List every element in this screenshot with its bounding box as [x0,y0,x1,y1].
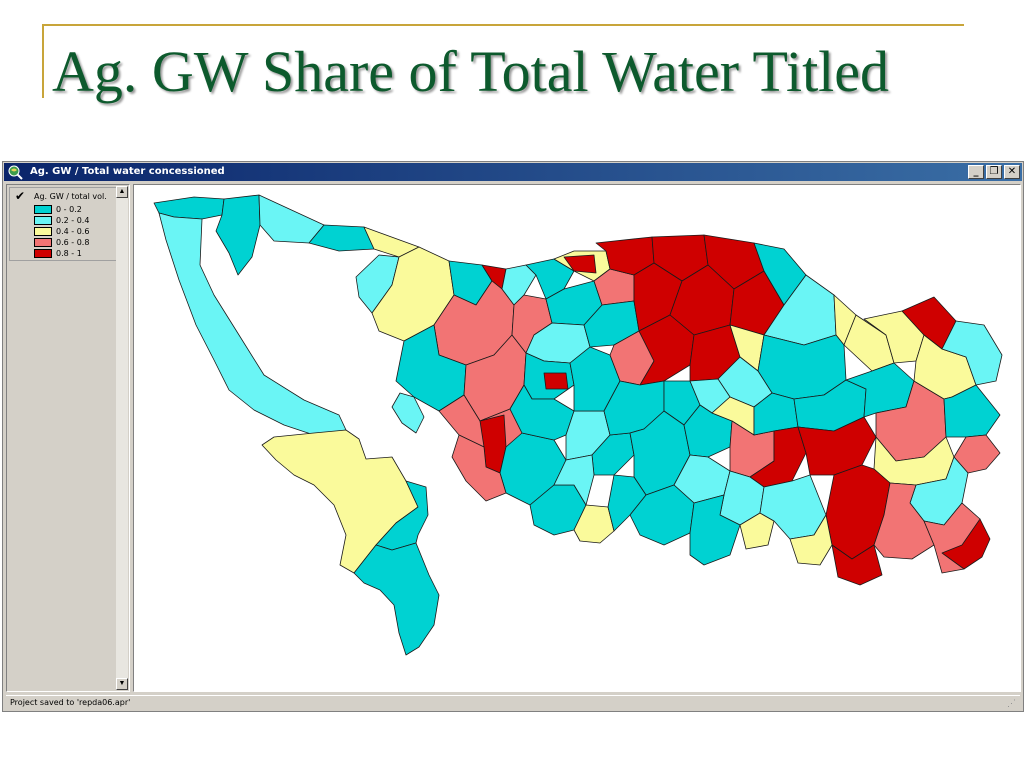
region [941,518,991,570]
legend-class-label: 0.2 - 0.4 [56,216,90,225]
region [391,392,425,434]
legend-swatch [34,238,52,247]
region [638,314,695,386]
choropleth-map [153,194,1003,656]
legend-class-label: 0.8 - 1 [56,249,82,258]
region [543,372,569,390]
legend-class-label: 0.6 - 0.8 [56,238,90,247]
legend-swatch [34,227,52,236]
legend-class-label: 0 - 0.2 [56,205,82,214]
region [629,484,695,546]
map-view[interactable] [133,184,1021,692]
globe-magnifier-icon [8,165,23,180]
legend-class-label: 0.4 - 0.6 [56,227,90,236]
scroll-down-arrow-icon[interactable]: ▼ [116,678,128,690]
status-message: Project saved to 'repda06.apr' [10,698,131,707]
region [789,514,833,566]
status-bar: Project saved to 'repda06.apr' ⋰ [6,695,1020,711]
region [873,482,935,560]
legend-swatch [34,249,52,258]
region [739,512,775,550]
legend-swatch [34,216,52,225]
minimize-button[interactable]: _ [968,165,984,179]
restore-button[interactable]: ❐ [986,165,1002,179]
title-rule-horizontal [42,24,964,26]
region [553,454,595,506]
map-window: Ag. GW / Total water concessioned _ ❐ ✕ … [2,161,1024,712]
title-rule-vertical [42,24,44,98]
region [258,194,325,244]
region [353,542,440,656]
window-title: Ag. GW / Total water concessioned [30,166,225,177]
legend-layer-name: Ag. GW / total vol. [34,192,107,201]
scroll-up-arrow-icon[interactable]: ▲ [116,186,128,198]
slide-title: Ag. GW Share of Total Water Titled [52,39,890,104]
region [941,320,1003,386]
resize-grip-icon[interactable]: ⋰ [1007,698,1016,708]
region [451,434,507,502]
legend-panel: ✔ Ag. GW / total vol. 0 - 0.2 0.2 - 0.4 … [6,184,130,692]
legend-layer-entry[interactable]: ✔ Ag. GW / total vol. 0 - 0.2 0.2 - 0.4 … [9,187,117,261]
region [215,194,261,276]
window-titlebar[interactable]: Ag. GW / Total water concessioned _ ❐ ✕ [4,163,1022,181]
region [308,224,375,252]
close-button[interactable]: ✕ [1004,165,1020,179]
layer-visibility-checkbox[interactable]: ✔ [15,189,26,203]
legend-scrollbar[interactable]: ▲ ▼ [116,186,128,690]
region [831,544,883,586]
legend-swatch [34,205,52,214]
region [563,254,597,274]
